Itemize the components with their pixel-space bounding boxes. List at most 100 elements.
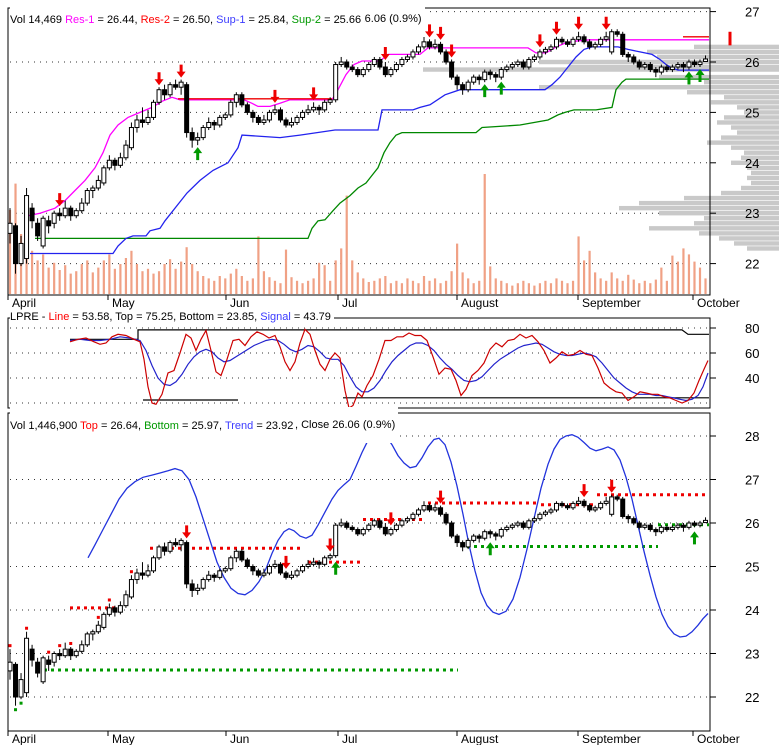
- candle-up: [289, 121, 295, 126]
- candle-down: [57, 653, 63, 657]
- volume-bar: [207, 278, 210, 294]
- candle-down: [565, 505, 571, 509]
- volume-bar: [86, 260, 89, 294]
- candle-up: [117, 157, 123, 166]
- candle-down: [112, 159, 118, 166]
- candle-up: [289, 574, 295, 578]
- candle-down: [443, 51, 449, 63]
- sell-arrow-icon: [436, 26, 446, 40]
- candle-up: [145, 116, 151, 123]
- sell-arrow-icon: [574, 16, 584, 30]
- volume-profile-bar: [721, 190, 779, 196]
- volume-bar: [213, 280, 216, 294]
- candle-up: [697, 522, 703, 526]
- candle-up: [90, 187, 96, 192]
- candle-down: [487, 71, 493, 76]
- volume-bar: [522, 280, 525, 294]
- volume-bar: [632, 279, 635, 294]
- volume-profile-bar: [731, 145, 779, 150]
- axis-label: 27: [745, 5, 759, 20]
- candle-up: [40, 217, 46, 247]
- sell-arrow-icon: [182, 525, 192, 539]
- volume-bar: [262, 271, 266, 294]
- candle-up: [553, 502, 559, 511]
- candle-down: [625, 515, 631, 520]
- candle-up: [399, 58, 405, 66]
- volume-profile-bar: [751, 170, 779, 176]
- candle-down: [664, 526, 670, 531]
- axis-label: September: [582, 296, 641, 310]
- buy-arrow-icon: [695, 69, 705, 83]
- candle-down: [29, 648, 35, 661]
- candle-up: [537, 51, 543, 58]
- candle-up: [272, 563, 278, 568]
- candle-up: [167, 84, 173, 96]
- candle-up: [167, 542, 173, 552]
- candle-up: [327, 99, 333, 103]
- volume-bar: [141, 271, 144, 294]
- volume-bar: [616, 278, 619, 294]
- candle-up: [388, 69, 394, 76]
- candle-down: [653, 69, 659, 73]
- volume-bar: [202, 276, 205, 294]
- volume-bar: [130, 250, 133, 294]
- candle-up: [703, 519, 709, 524]
- candle-up: [272, 109, 278, 113]
- candle-down: [283, 119, 289, 126]
- volume-bar: [36, 260, 39, 294]
- candle-down: [454, 76, 460, 86]
- volume-bar: [251, 278, 254, 294]
- volume-profile-bar: [751, 180, 779, 186]
- candle-up: [371, 520, 377, 526]
- volume-bar: [119, 264, 122, 294]
- legend-part: = 23.92: [253, 420, 294, 432]
- volume-profile-bar: [747, 246, 779, 251]
- candle-up: [151, 557, 157, 572]
- candle-up: [151, 101, 157, 118]
- candle-down: [438, 43, 444, 53]
- sell-arrow-icon: [176, 64, 186, 78]
- buy-arrow-icon: [193, 147, 203, 161]
- candle-up: [7, 661, 13, 672]
- sell-arrow-icon: [551, 21, 561, 35]
- candle-down: [691, 61, 697, 66]
- swing-high-dot: [25, 626, 29, 630]
- volume-bar: [417, 283, 420, 294]
- candle-down: [581, 36, 587, 43]
- volume-bar: [362, 278, 365, 294]
- candle-up: [642, 64, 648, 68]
- volume-profile-bar: [741, 185, 779, 191]
- candle-up: [62, 207, 68, 217]
- candle-up: [95, 624, 101, 633]
- candle-up: [95, 179, 101, 189]
- candle-up: [404, 518, 410, 522]
- volume-bar: [527, 283, 530, 294]
- candle-down: [620, 33, 626, 55]
- candle-up: [305, 563, 311, 568]
- candle-up: [134, 119, 140, 129]
- candle-up: [498, 69, 504, 78]
- chart-plot-area[interactable]: [8, 318, 710, 408]
- candle-up: [393, 64, 399, 71]
- candle-up: [233, 94, 239, 103]
- candle-down: [68, 207, 74, 217]
- candle-down: [614, 31, 620, 35]
- volume-bar: [389, 283, 392, 294]
- candle-down: [454, 535, 460, 544]
- chart-plot-area[interactable]: [8, 413, 710, 731]
- volume-bar: [478, 280, 481, 294]
- volume-bar: [191, 264, 194, 294]
- volume-bar: [411, 280, 415, 294]
- candle-down: [493, 74, 499, 78]
- candle-down: [636, 61, 642, 68]
- candle-up: [658, 66, 664, 73]
- candle-down: [13, 663, 19, 698]
- volume-bar: [467, 278, 470, 294]
- buy-arrow-icon: [684, 71, 694, 85]
- candle-up: [128, 127, 134, 149]
- candle-up: [553, 38, 559, 48]
- candle-up: [195, 587, 201, 591]
- candle-up: [371, 58, 377, 66]
- candle-down: [460, 84, 466, 91]
- volume-bar: [180, 261, 183, 294]
